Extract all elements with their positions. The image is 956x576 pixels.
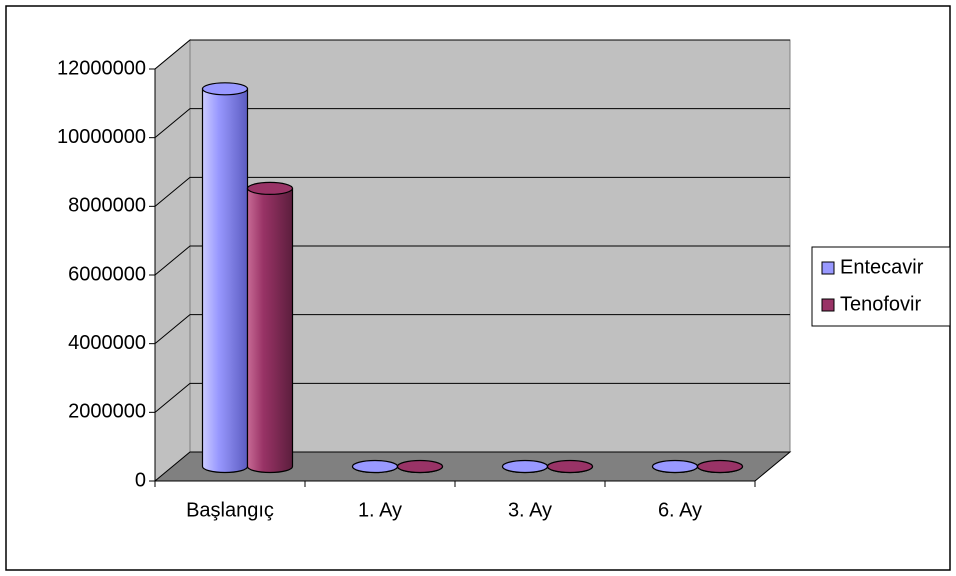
bar xyxy=(501,459,549,474)
y-tick-label: 10000000 xyxy=(57,126,146,148)
legend-swatch xyxy=(821,261,835,275)
bar-top xyxy=(696,459,744,474)
grid-line xyxy=(154,314,790,345)
bar xyxy=(651,459,699,474)
legend: Entecavir Tenofovir xyxy=(811,246,951,327)
y-tick-label: 6000000 xyxy=(68,263,146,285)
bar-top xyxy=(501,459,549,474)
bar-top xyxy=(246,181,294,195)
grid-line xyxy=(154,245,790,276)
x-tick-label: 3. Ay xyxy=(508,499,552,521)
x-tick-label: Başlangıç xyxy=(186,499,274,521)
legend-label: Entecavir xyxy=(840,256,924,278)
y-tick-label: 8000000 xyxy=(68,195,146,217)
bar-body xyxy=(246,187,294,474)
bar-top xyxy=(396,459,444,474)
legend-box xyxy=(811,246,951,327)
bar xyxy=(696,459,744,474)
bar xyxy=(246,181,294,474)
bar-body xyxy=(201,88,249,474)
x-tick-label: 6. Ay xyxy=(658,499,702,521)
bar xyxy=(201,82,249,474)
legend-label: Tenofovir xyxy=(840,293,921,315)
grid-line xyxy=(154,176,790,207)
bar-top xyxy=(651,459,699,474)
bar xyxy=(351,459,399,474)
bar-top xyxy=(546,459,594,474)
legend-swatch xyxy=(821,298,835,312)
bar xyxy=(396,459,444,474)
grid-line xyxy=(154,108,790,139)
y-tick-label: 4000000 xyxy=(68,332,146,354)
y-tick-label: 0 xyxy=(135,469,146,491)
x-tick-label: 1. Ay xyxy=(358,499,402,521)
y-tick-label: 2000000 xyxy=(68,401,146,423)
y-tick-label: 12000000 xyxy=(57,57,146,79)
grid-line xyxy=(154,382,790,413)
grid-line xyxy=(154,39,790,70)
bar xyxy=(546,459,594,474)
bar-top xyxy=(351,459,399,474)
bar-top xyxy=(201,82,249,96)
